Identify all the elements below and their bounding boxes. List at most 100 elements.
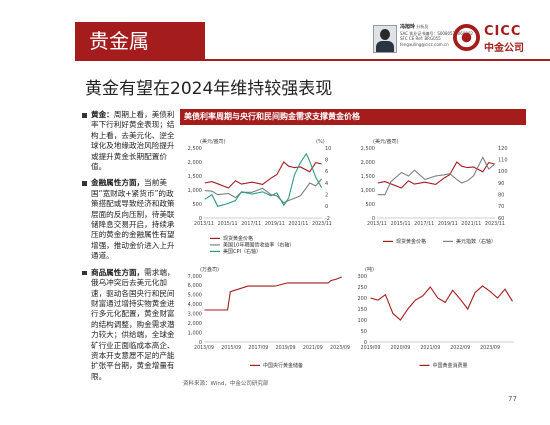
x-tick-label: 2023/09 xyxy=(480,345,500,351)
legend-label: 中国央行黄金储备 xyxy=(263,362,303,369)
y-tick-label-left: 2,000 xyxy=(361,160,375,166)
x-tick-label: 2023/09 xyxy=(330,345,350,351)
series-line xyxy=(377,161,495,189)
x-tick-label: 2013/11 xyxy=(194,221,214,227)
chart-banner: 美债利率周期与央行和民间购金需求支撑黄金价格 xyxy=(180,109,526,125)
y-tick-label-left: 6,000 xyxy=(188,283,202,289)
x-tick-label: 2023/11 xyxy=(485,221,505,227)
y-tick-label-left: 300 xyxy=(357,274,367,280)
series-line xyxy=(204,178,323,204)
series-line xyxy=(377,156,495,196)
analyst-info: 冯旭玲 分析员 SAC 执业证书编号：S0080523060002 SFC CE… xyxy=(400,24,473,47)
section-title: 贵金属 xyxy=(75,22,205,60)
y-tick-label-right: 80 xyxy=(498,192,504,198)
x-tick-label: 2021/09 xyxy=(420,345,440,351)
y-tick-label-right: 70 xyxy=(498,204,504,210)
y-tick-label-left: 200 xyxy=(357,296,367,302)
bullet-head: 黄金： xyxy=(91,110,114,119)
y-tick-label-right: 110 xyxy=(498,157,508,163)
series-line xyxy=(204,276,342,311)
x-tick-label: 2022/09 xyxy=(450,345,470,351)
y-tick-label-right: 90 xyxy=(498,181,504,187)
y-tick-label-left: 2,000 xyxy=(188,321,202,327)
y-tick-label-left: 2,500 xyxy=(361,146,375,152)
legend-label: 美元指数（右轴） xyxy=(456,238,496,245)
x-tick-label: 2013/09 xyxy=(194,345,214,351)
avatar-body xyxy=(376,41,394,52)
legend-label: 中国黄金消费量 xyxy=(433,362,468,369)
bullet-head: 金融属性方面， xyxy=(91,178,145,188)
y-tick-label-left: 500 xyxy=(365,202,375,208)
chart-unit-left: (吨) xyxy=(365,266,374,273)
series-line xyxy=(204,161,322,189)
avatar-head xyxy=(380,29,390,40)
page-title: 黄金有望在2024年维持较强表现 xyxy=(85,79,333,99)
legend-label: 美国CPI（右轴） xyxy=(223,248,261,255)
bullet-list: 黄金：周期上看，美债利率下行利好黄金表现；结构上看，去美元化、逆全球化及地缘政治… xyxy=(82,110,177,388)
x-tick-label: 2017/11 xyxy=(414,221,434,227)
bullet-text: 周期上看，美债利率下行利好黄金表现；结构上看，去美元化、逆全球化及地缘政治风险提… xyxy=(91,110,175,172)
chart-unit-left: (万盎司) xyxy=(200,266,219,273)
cicc-logo: CICC 中金公司 xyxy=(453,24,543,54)
cicc-logo-icon xyxy=(453,24,480,51)
logo-cn: 中金公司 xyxy=(484,43,524,54)
y-tick-label-left: 2,500 xyxy=(188,146,202,152)
analyst-line: SAC 执业证书编号：S0080523060002 xyxy=(400,30,473,36)
y-tick-label-left: 0 xyxy=(199,216,202,222)
x-tick-label: 2019/11 xyxy=(265,221,285,227)
x-tick-label: 2021/11 xyxy=(461,221,481,227)
y-tick-label-right: 2 xyxy=(325,192,328,198)
page-number: 77 xyxy=(508,395,517,403)
y-tick-label-left: 7,000 xyxy=(188,274,202,280)
x-tick-label: 2021/11 xyxy=(288,221,308,227)
y-tick-label-left: 1,000 xyxy=(361,188,375,194)
y-tick-label-left: 1,000 xyxy=(188,188,202,194)
y-tick-label-left: 100 xyxy=(357,318,367,324)
bullet-text: 当前美国“宽财政+紧货币”的政策搭配或导致经济和政策层面的反向压制，待美联储降息… xyxy=(91,178,175,261)
y-tick-label-left: 4,000 xyxy=(188,302,202,308)
x-tick-label: 2015/09 xyxy=(221,345,241,351)
x-tick-label: 2019/09 xyxy=(361,345,381,351)
y-tick-label-left: 1,000 xyxy=(188,330,202,336)
y-tick-label-right: 120 xyxy=(498,146,508,152)
y-tick-label-left: 0 xyxy=(364,340,367,346)
legend-label: 美国10年期国债收益率（右轴） xyxy=(223,242,294,249)
y-tick-label-left: 1,500 xyxy=(188,174,202,180)
bullet-item: 金融属性方面，当前美国“宽财政+紧货币”的政策搭配或导致经济和政策层面的反向压制… xyxy=(82,178,177,261)
y-tick-label-right: -2 xyxy=(325,216,330,222)
bullet-square-icon xyxy=(82,270,87,276)
series-line xyxy=(370,285,513,321)
y-tick-label-left: 3,000 xyxy=(188,312,202,318)
bullet-head: 商品属性方面， xyxy=(91,267,145,277)
charts-area: (美元/盎司) (%)05001,0001,5002,0002,500-20246… xyxy=(188,138,514,369)
y-tick-label-right: 6 xyxy=(325,169,328,175)
x-tick-label: 2017/09 xyxy=(248,345,268,351)
legend-label: 现货黄金价格 xyxy=(223,235,253,242)
y-tick-label-left: 50 xyxy=(361,329,367,335)
bullet-square-icon xyxy=(82,181,87,186)
x-tick-label: 2019/11 xyxy=(438,221,458,227)
bullet-square-icon xyxy=(82,113,87,118)
y-tick-label-left: 250 xyxy=(357,285,367,291)
y-tick-label-right: 100 xyxy=(498,169,508,175)
y-tick-label-right: 4 xyxy=(325,181,328,187)
x-tick-label: 2015/11 xyxy=(218,221,238,227)
bullet-text: 需求端，俄乌冲突后去美元化加速，驱动各国央行和民间财富通过增持实物黄金进行多元化… xyxy=(91,267,175,381)
y-tick-label-left: 2,000 xyxy=(188,160,202,166)
analyst-name: 冯旭玲 xyxy=(400,24,416,30)
x-tick-label: 2021/09 xyxy=(303,345,323,351)
y-tick-label-left: 1,500 xyxy=(361,174,375,180)
bullet-item: 商品属性方面，需求端，俄乌冲突后去美元化加速，驱动各国央行和民间财富通过增持实物… xyxy=(82,268,177,382)
header-divider xyxy=(75,59,550,61)
x-tick-label: 2023/11 xyxy=(312,221,332,227)
y-tick-label-left: 150 xyxy=(357,307,367,313)
y-tick-label-left: 500 xyxy=(192,202,202,208)
y-tick-label-left: 0 xyxy=(372,216,375,222)
x-tick-label: 2019/09 xyxy=(276,345,296,351)
source-note: 资料来源：Wind，中金公司研究部 xyxy=(183,381,269,387)
legend-label: 现货黄金价格 xyxy=(396,238,426,245)
chart-unit-right: (%) xyxy=(316,139,325,145)
series-line xyxy=(204,152,323,207)
y-tick-label-right: 10 xyxy=(325,146,331,152)
x-tick-label: 2013/11 xyxy=(367,221,387,227)
